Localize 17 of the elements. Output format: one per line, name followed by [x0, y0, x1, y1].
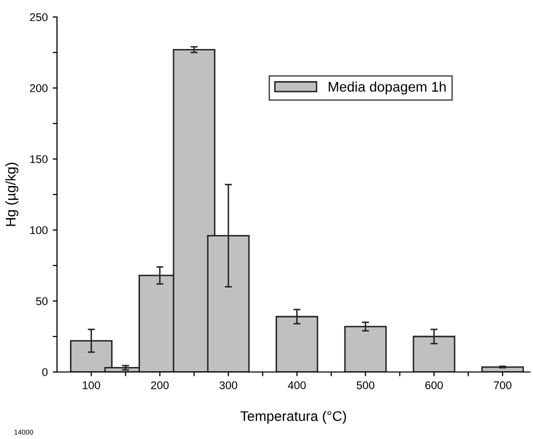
legend-label: Media dopagem 1h	[328, 82, 446, 94]
x-tick-label: 100	[82, 381, 100, 390]
y-axis-title: Hg (µg/kg)	[5, 162, 18, 226]
x-tick-label: 700	[494, 381, 512, 390]
y-tick-label: 200	[30, 84, 48, 92]
y-tick-label: 250	[30, 13, 48, 22]
x-tick-label: 300	[220, 381, 238, 390]
y-tick-label: 100	[30, 226, 48, 234]
y-tick-label: 0	[42, 368, 48, 376]
x-tick-label: 200	[151, 381, 169, 390]
bar	[344, 326, 387, 372]
x-axis-title: Temperatura (°C)	[240, 410, 346, 424]
y-tick-label: 50	[36, 297, 48, 306]
x-tick-label: 500	[356, 381, 374, 390]
x-tick-label: 400	[288, 381, 306, 390]
x-tick-label: 600	[425, 381, 443, 390]
y-tick-label: 150	[30, 155, 48, 164]
